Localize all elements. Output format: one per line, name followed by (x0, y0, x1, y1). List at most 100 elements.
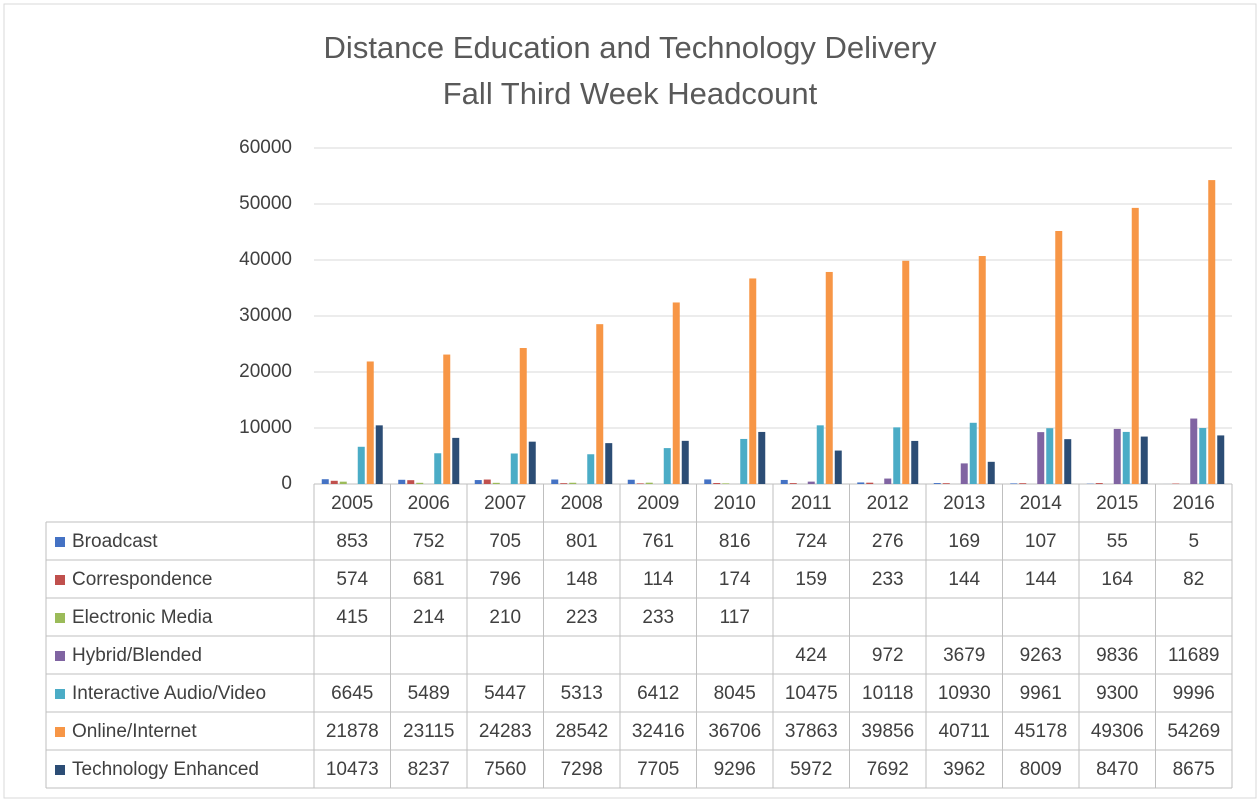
table-value: 6645 (331, 683, 373, 704)
bar (569, 483, 576, 484)
y-tick-label: 10000 (239, 417, 292, 438)
bar (407, 480, 414, 484)
table-value: 37863 (785, 721, 838, 742)
bar (551, 480, 558, 484)
table-value: 210 (489, 607, 521, 628)
x-tick-label: 2011 (791, 493, 832, 514)
x-tick-label: 2008 (561, 493, 603, 514)
legend-swatch (55, 575, 65, 585)
y-tick-label: 30000 (239, 305, 292, 326)
bar (664, 448, 671, 484)
bar (1010, 483, 1017, 484)
legend-swatch (55, 651, 65, 661)
bar (484, 480, 491, 484)
bar (340, 482, 347, 484)
table-value: 415 (336, 607, 368, 628)
bar (376, 425, 383, 484)
table-value: 28542 (555, 721, 608, 742)
bar (826, 272, 833, 484)
table-value: 752 (413, 531, 445, 552)
bar (596, 324, 603, 484)
table-value: 574 (336, 569, 368, 590)
legend-swatch (55, 689, 65, 699)
bar (493, 483, 500, 484)
table-value: 3962 (943, 759, 985, 780)
bar (322, 479, 329, 484)
table-value: 82 (1183, 569, 1204, 590)
table-value: 11689 (1168, 645, 1219, 666)
table-value: 9263 (1020, 645, 1062, 666)
table-value: 8675 (1173, 759, 1215, 780)
bar (857, 482, 864, 484)
table-value: 424 (795, 645, 827, 666)
table-value: 40711 (939, 721, 990, 742)
legend-label: Broadcast (72, 531, 158, 552)
bar (367, 361, 374, 484)
table-value: 9300 (1096, 683, 1138, 704)
bar (605, 443, 612, 484)
table-value: 214 (413, 607, 445, 628)
y-tick-label: 60000 (239, 137, 292, 158)
table-value: 801 (566, 531, 598, 552)
table-value: 49306 (1091, 721, 1144, 742)
table-value: 276 (872, 531, 904, 552)
bar (452, 438, 459, 484)
bar (817, 425, 824, 484)
bar (934, 483, 941, 484)
table-value: 148 (566, 569, 598, 590)
bar (722, 483, 729, 484)
bar (520, 348, 527, 484)
bar (884, 479, 891, 484)
table-value: 144 (1025, 569, 1057, 590)
bar (893, 427, 900, 484)
table-value: 8009 (1020, 759, 1062, 780)
bar (443, 355, 450, 484)
table-value: 9836 (1096, 645, 1138, 666)
table-value: 705 (489, 531, 521, 552)
table-value: 7692 (867, 759, 909, 780)
table-value: 223 (566, 607, 598, 628)
bar (758, 432, 765, 484)
bar (1114, 429, 1121, 484)
bar (1019, 483, 1026, 484)
table-value: 233 (872, 569, 904, 590)
bar (398, 480, 405, 484)
table-value: 10473 (326, 759, 379, 780)
legend-label: Technology Enhanced (72, 759, 259, 780)
table-value: 117 (720, 607, 750, 628)
bar (740, 439, 747, 484)
table-value: 9996 (1173, 683, 1215, 704)
bar (961, 463, 968, 484)
x-tick-label: 2013 (943, 493, 985, 514)
table-value: 159 (795, 569, 827, 590)
bar (673, 302, 680, 484)
bar (979, 256, 986, 484)
bar (587, 454, 594, 484)
table-value: 972 (872, 645, 904, 666)
x-tick-label: 2007 (484, 493, 526, 514)
bar (1190, 419, 1197, 484)
bar (637, 483, 644, 484)
table-value: 5447 (484, 683, 526, 704)
table-value: 5 (1188, 531, 1199, 552)
table-value: 5313 (561, 683, 603, 704)
table-value: 8045 (714, 683, 756, 704)
bar (1208, 180, 1215, 484)
bar (1096, 483, 1103, 484)
table-value: 233 (642, 607, 674, 628)
bar (475, 480, 482, 484)
table-value: 9961 (1020, 683, 1062, 704)
bar (529, 442, 536, 484)
bar (416, 483, 423, 484)
bar (358, 447, 365, 484)
table-value: 24283 (479, 721, 532, 742)
table-value: 3679 (943, 645, 985, 666)
y-tick-label: 0 (281, 473, 292, 494)
bar (781, 480, 788, 484)
table-value: 169 (948, 531, 980, 552)
table-value: 23115 (403, 721, 454, 742)
bar (1064, 439, 1071, 484)
chart-title: Distance Education and Technology Delive… (324, 30, 937, 65)
bar (434, 453, 441, 484)
bar (808, 482, 815, 484)
